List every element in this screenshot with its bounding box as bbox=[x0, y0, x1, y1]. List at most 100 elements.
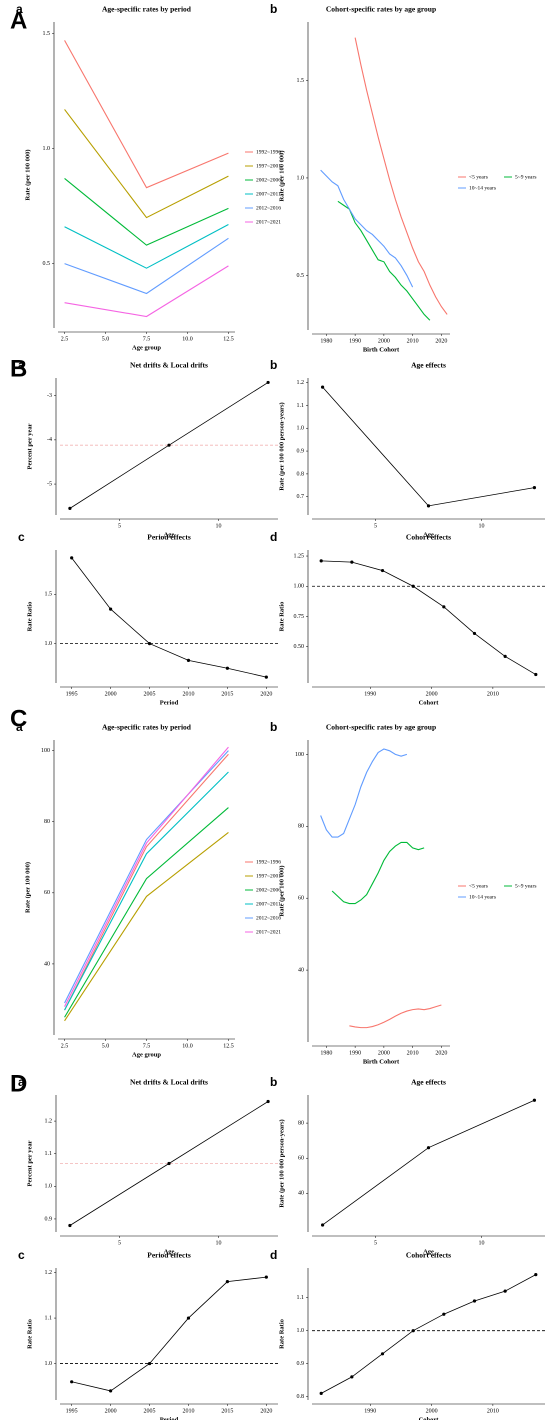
point bbox=[70, 1380, 74, 1384]
legend-label: 2017~2021 bbox=[256, 929, 281, 935]
legend-label: 2007~2011 bbox=[256, 901, 281, 907]
x-tick-label: 2020 bbox=[435, 338, 447, 344]
point bbox=[532, 486, 537, 490]
x-tick-label: 1980 bbox=[320, 338, 332, 344]
y-tick-label: -4 bbox=[47, 437, 52, 443]
legend-label: 2002~2006 bbox=[256, 177, 281, 183]
series-line bbox=[320, 169, 414, 288]
point bbox=[320, 385, 325, 389]
series-line bbox=[337, 200, 431, 321]
chart-title: Period effects bbox=[147, 533, 191, 542]
point bbox=[320, 1223, 325, 1227]
y-tick-label: 40 bbox=[44, 961, 50, 967]
y-tick-label: 1.0 bbox=[297, 175, 305, 181]
x-tick-label: 10.0 bbox=[182, 336, 193, 342]
y-tick-label: 0.50 bbox=[294, 644, 305, 650]
y-tick-label: 0.8 bbox=[297, 471, 305, 477]
point bbox=[503, 1289, 507, 1293]
panel-label: a bbox=[18, 358, 25, 372]
y-axis-label: Rate Ratio bbox=[278, 602, 285, 632]
legend-label: 1992~1996 bbox=[256, 149, 281, 155]
panel-label: d bbox=[270, 1248, 277, 1262]
legend-label: 2007~2011 bbox=[256, 191, 281, 197]
point bbox=[442, 1312, 446, 1316]
x-tick-label: 5.0 bbox=[102, 336, 110, 342]
panel-label: a bbox=[16, 2, 23, 16]
y-tick-label: 1.00 bbox=[294, 584, 305, 590]
y-tick-label: 1.1 bbox=[45, 1151, 53, 1157]
y-axis-label: Percent per year bbox=[26, 423, 33, 469]
x-tick-label: 2000 bbox=[426, 1408, 438, 1414]
x-tick-label: 1990 bbox=[349, 338, 361, 344]
legend-label: <5 years bbox=[469, 174, 488, 180]
point bbox=[225, 1280, 229, 1284]
section-label: D bbox=[10, 1070, 27, 1097]
legend-label: 1992~1996 bbox=[256, 859, 281, 865]
series-line bbox=[64, 40, 229, 189]
point bbox=[109, 607, 113, 611]
series-line bbox=[64, 178, 229, 246]
point bbox=[225, 666, 229, 670]
chart-title: Cohort-specific rates by age group bbox=[326, 723, 436, 732]
point bbox=[380, 568, 385, 573]
y-tick-label: 60 bbox=[298, 1156, 304, 1162]
point bbox=[186, 1316, 191, 1320]
x-axis-label: Period bbox=[160, 699, 179, 706]
x-tick-label: 2000 bbox=[105, 691, 117, 697]
y-tick-label: 0.5 bbox=[297, 273, 305, 279]
legend-label: 1997~2001 bbox=[256, 163, 281, 169]
x-axis-label: Age group bbox=[132, 1051, 161, 1058]
y-tick-label: 1.5 bbox=[43, 31, 51, 37]
panel-label: c bbox=[18, 1248, 25, 1262]
y-axis-label: Rate (per 100 000 person-years) bbox=[278, 1119, 285, 1207]
y-tick-label: 100 bbox=[41, 748, 50, 754]
series-line bbox=[71, 1276, 267, 1392]
y-tick-label: 1.0 bbox=[45, 641, 53, 647]
point bbox=[534, 672, 538, 677]
y-tick-label: -3 bbox=[47, 393, 52, 399]
x-tick-label: 2000 bbox=[105, 1408, 117, 1414]
panel-label: a bbox=[16, 720, 23, 734]
point bbox=[167, 1161, 171, 1166]
y-tick-label: 0.9 bbox=[297, 448, 305, 454]
series-line bbox=[321, 560, 537, 675]
chart-title: Cohort effects bbox=[406, 1251, 451, 1260]
chart-title: Cohort-specific rates by age group bbox=[326, 5, 436, 14]
point bbox=[472, 1299, 477, 1303]
point bbox=[266, 380, 270, 385]
point bbox=[426, 504, 431, 508]
x-tick-label: 10 bbox=[216, 1240, 222, 1246]
y-axis-label: Rate (per 100 000) bbox=[24, 150, 31, 201]
x-tick-label: 2020 bbox=[435, 1050, 447, 1056]
x-tick-label: 1995 bbox=[66, 691, 78, 697]
chart-title: Period effects bbox=[147, 1251, 191, 1260]
x-axis-label: Birth Cohort bbox=[363, 1058, 400, 1065]
x-axis-label: Age bbox=[164, 531, 175, 538]
y-tick-label: 1.1 bbox=[45, 1315, 53, 1321]
y-tick-label: 60 bbox=[298, 896, 304, 902]
x-tick-label: 7.5 bbox=[143, 336, 151, 342]
point bbox=[534, 1273, 538, 1277]
x-tick-label: 2020 bbox=[260, 691, 272, 697]
y-tick-label: 1.2 bbox=[297, 380, 305, 386]
chart-title: Cohort effects bbox=[406, 533, 451, 542]
section-label: C bbox=[10, 705, 27, 732]
x-axis-label: Cohort bbox=[419, 699, 440, 706]
x-tick-label: 10 bbox=[216, 523, 222, 529]
y-axis-label: Rate (per 100 000 person-years) bbox=[278, 402, 285, 490]
y-tick-label: 1.1 bbox=[297, 403, 305, 409]
y-tick-label: 1.0 bbox=[297, 426, 305, 432]
y-axis-label: Rate Ratio bbox=[26, 1319, 33, 1349]
x-tick-label: 2010 bbox=[407, 338, 419, 344]
y-tick-label: 0.5 bbox=[43, 261, 51, 267]
point bbox=[147, 641, 152, 646]
series-line bbox=[64, 750, 229, 1004]
y-tick-label: 80 bbox=[298, 1120, 304, 1126]
x-tick-label: 2000 bbox=[378, 1050, 390, 1056]
section-label: A bbox=[10, 7, 27, 34]
x-tick-label: 2000 bbox=[378, 338, 390, 344]
x-tick-label: 5 bbox=[118, 1240, 121, 1246]
y-tick-label: 0.9 bbox=[45, 1216, 53, 1222]
x-axis-label: Period bbox=[160, 1416, 179, 1420]
